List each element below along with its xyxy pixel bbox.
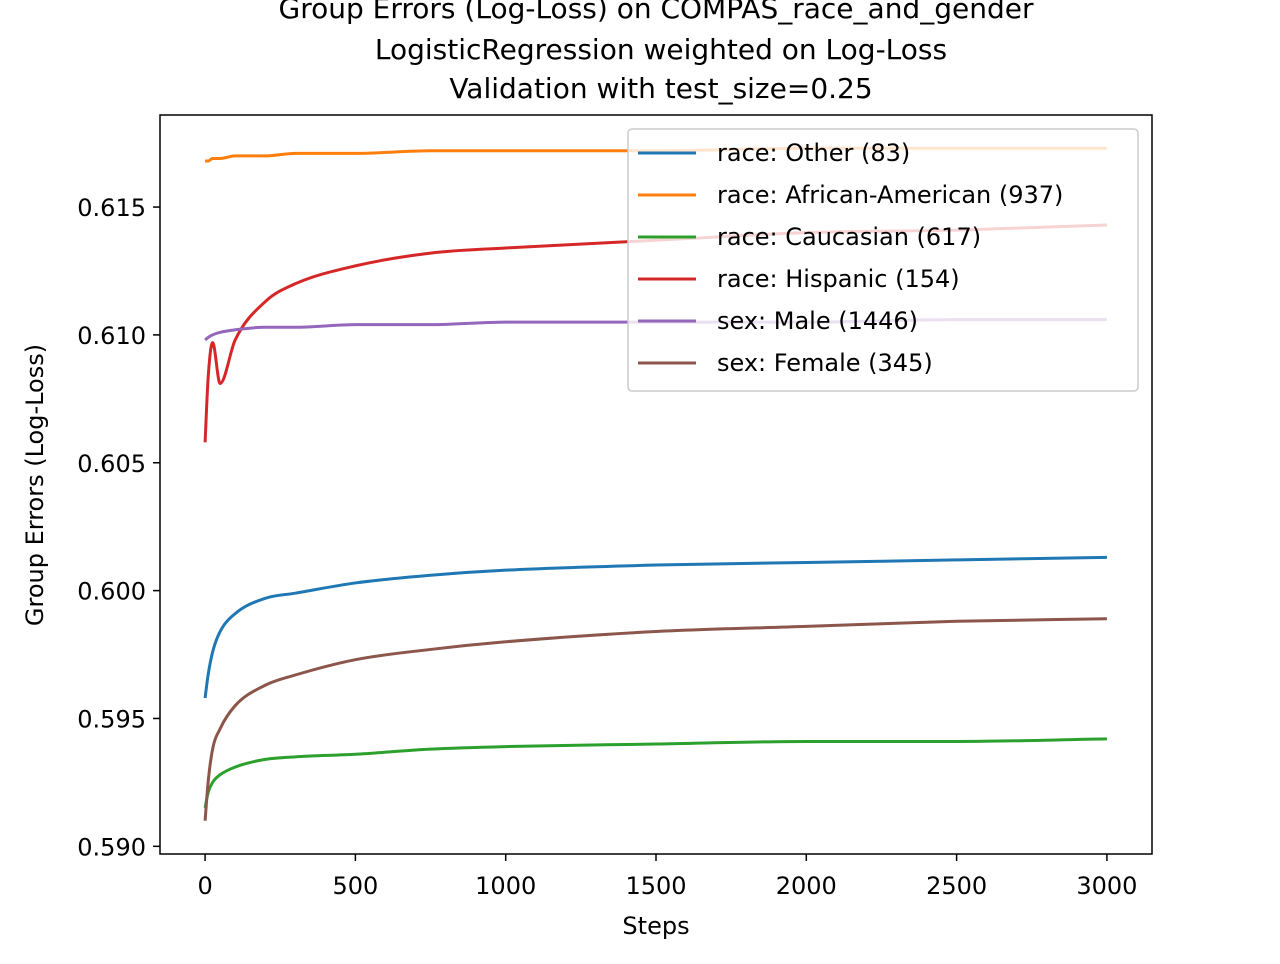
x-axis-ticks: 0 500 1000 1500 2000 2500 3000 [197, 854, 1137, 900]
legend-label-5: sex: Male (1446) [717, 307, 918, 335]
series-line-6 [203, 617, 1107, 821]
chart-title-line-2: LogisticRegression weighted on Log-Loss [375, 33, 947, 66]
x-tick-label: 500 [332, 872, 378, 900]
legend-box [627, 128, 1139, 392]
y-axis-ticks: 0.590 0.595 0.600 0.605 0.610 0.615 [77, 194, 160, 861]
y-tick-label: 0.605 [77, 450, 146, 478]
x-tick-label: 1000 [475, 872, 536, 900]
chart-title-line-1: Group Errors (Log-Loss) on COMPAS_race_a… [279, 0, 1034, 25]
y-tick-label: 0.600 [77, 578, 146, 606]
x-tick-label: 2500 [926, 872, 987, 900]
legend-label-1: race: Other (83) [717, 139, 910, 167]
y-tick-label: 0.595 [77, 705, 146, 733]
chart-title: Group Errors (Log-Loss) on COMPAS_race_a… [279, 0, 1034, 105]
legend-label-2: race: African-American (937) [717, 181, 1063, 209]
x-tick-label: 3000 [1076, 872, 1137, 900]
x-tick-label: 1500 [625, 872, 686, 900]
legend-label-6: sex: Female (345) [717, 349, 933, 377]
chart-title-line-3: Validation with test_size=0.25 [449, 72, 872, 105]
y-tick-label: 0.590 [77, 833, 146, 861]
legend-label-3: race: Caucasian (617) [717, 223, 981, 251]
legend-label-4: race: Hispanic (154) [717, 265, 960, 293]
legend: race: Other (83) race: African-American (… [627, 128, 1139, 392]
x-axis-label: Steps [622, 912, 689, 940]
y-tick-label: 0.610 [77, 322, 146, 350]
y-axis-label: Group Errors (Log-Loss) [21, 344, 49, 626]
series-lines [203, 146, 1107, 821]
x-tick-label: 2000 [776, 872, 837, 900]
series-line-1 [203, 555, 1107, 699]
x-tick-label: 0 [197, 872, 212, 900]
series-line-3 [203, 737, 1107, 809]
y-tick-label: 0.615 [77, 194, 146, 222]
